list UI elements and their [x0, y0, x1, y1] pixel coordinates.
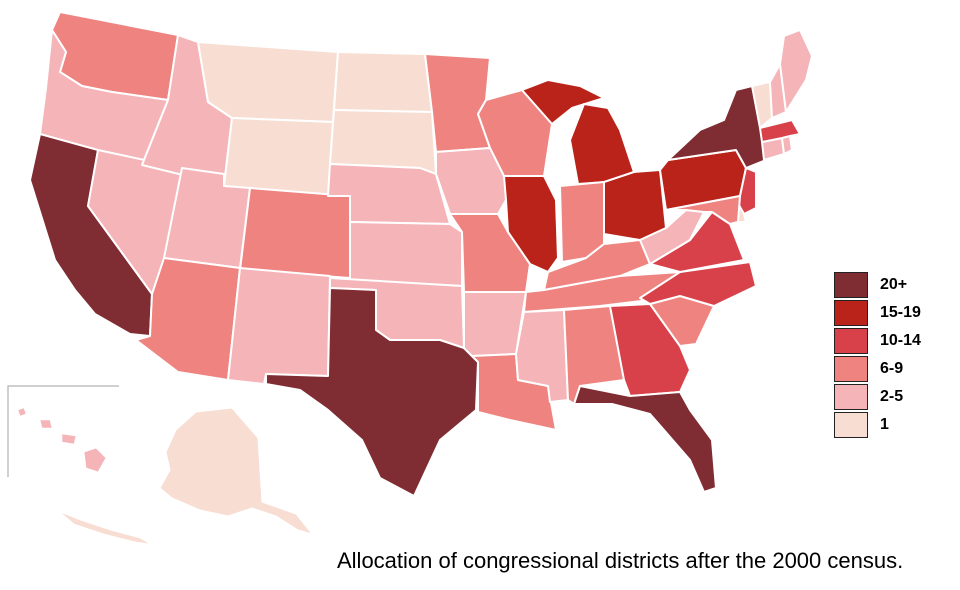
state-missouri [449, 213, 531, 293]
map-caption: Allocation of congressional districts af… [337, 548, 904, 573]
legend: 20+ 15-19 10-14 6-9 2-5 1 [834, 271, 921, 439]
legend-label: 2-5 [880, 388, 904, 405]
legend-label: 10-14 [880, 332, 921, 349]
state-hawaii [83, 447, 107, 473]
state-maryland [665, 195, 741, 225]
state-alaska-aleutians [59, 511, 151, 545]
legend-swatch [834, 300, 868, 326]
state-maine [779, 29, 813, 113]
legend-label: 1 [880, 416, 889, 433]
state-michigan-upper [521, 79, 605, 125]
state-north-dakota [333, 51, 433, 113]
state-alaska [159, 407, 313, 535]
hawaii-inset-frame [7, 385, 121, 479]
state-montana [197, 41, 339, 123]
legend-label: 20+ [880, 276, 908, 293]
legend-item: 6-9 [834, 355, 921, 383]
legend-label: 15-19 [880, 304, 921, 321]
state-wyoming [223, 117, 334, 197]
state-texas [265, 287, 479, 497]
state-rhode-island [781, 135, 793, 155]
state-massachusetts [759, 119, 801, 143]
state-oregon [39, 29, 169, 166]
state-hawaii-islands [17, 407, 77, 445]
legend-swatch [834, 272, 868, 298]
state-michigan [569, 103, 635, 185]
legend-label: 6-9 [880, 360, 904, 377]
legend-swatch [834, 384, 868, 410]
alaska-inset-frame [7, 385, 331, 571]
legend-swatch [834, 412, 868, 438]
legend-item: 10-14 [834, 327, 921, 355]
state-kansas [349, 221, 463, 287]
legend-item: 15-19 [834, 299, 921, 327]
state-new-mexico [227, 267, 331, 385]
state-ohio [603, 169, 667, 241]
legend-swatch [834, 328, 868, 354]
state-colorado [239, 187, 351, 279]
state-florida [573, 385, 717, 493]
legend-swatch [834, 356, 868, 382]
state-minnesota [424, 53, 491, 153]
legend-item: 2-5 [834, 383, 921, 411]
legend-item: 20+ [834, 271, 921, 299]
legend-item: 1 [834, 411, 921, 439]
